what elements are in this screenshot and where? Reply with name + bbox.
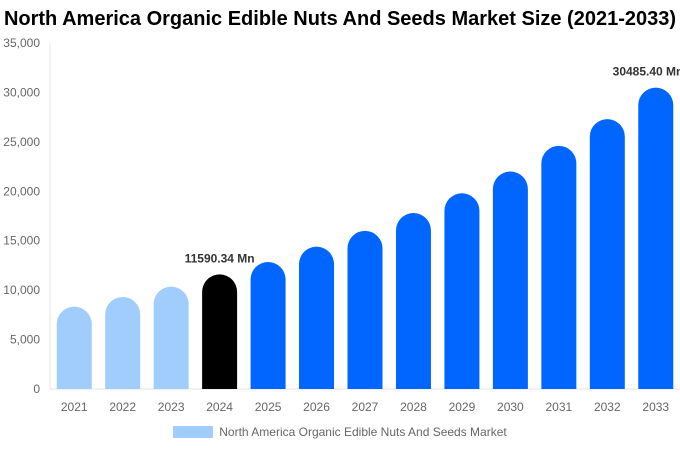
x-tick-label: 2022	[109, 400, 136, 414]
bar-2028	[395, 213, 431, 389]
chart-title: North America Organic Edible Nuts And Se…	[3, 8, 677, 30]
y-tick-label: 35,000	[3, 36, 40, 50]
data-label: 30485.40 Mn	[613, 65, 680, 79]
x-tick-label: 2032	[594, 400, 621, 414]
bar-2025	[250, 261, 286, 389]
bar-2029	[444, 193, 480, 389]
legend: North America Organic Edible Nuts And Se…	[0, 425, 680, 439]
bar-2030	[492, 171, 528, 389]
bar-chart: 0 5,000 10,000 15,000 20,000 25,000 30,000 35,0…	[3, 36, 680, 414]
bar-2024	[202, 274, 238, 389]
y-tick-label: 15,000	[3, 234, 40, 248]
bar-2031	[541, 145, 577, 389]
bar-2021	[56, 306, 92, 389]
legend-label: North America Organic Edible Nuts And Se…	[219, 425, 507, 439]
x-tick-label: 2029	[449, 400, 476, 414]
x-tick-label: 2023	[158, 400, 185, 414]
data-label: 11590.34 Mn	[185, 251, 255, 265]
y-tick-label: 30,000	[3, 85, 40, 99]
y-tick-label: 10,000	[3, 283, 40, 297]
y-tick-label: 20,000	[3, 184, 40, 198]
x-tick-label: 2024	[206, 400, 233, 414]
bar-2023	[153, 286, 189, 389]
x-tick-label: 2025	[255, 400, 282, 414]
bar-2027	[347, 230, 383, 389]
bar-2032	[589, 119, 625, 390]
legend-swatch	[173, 426, 214, 438]
x-tick-label: 2028	[400, 400, 427, 414]
bar-2022	[105, 296, 141, 389]
bar-2033	[638, 87, 674, 390]
x-tick-label: 2027	[352, 400, 379, 414]
bar-2026	[299, 246, 335, 389]
x-tick-label: 2033	[642, 400, 669, 414]
x-tick-label: 2026	[303, 400, 330, 414]
x-tick-label: 2031	[545, 400, 572, 414]
x-tick-label: 2021	[61, 400, 88, 414]
x-tick-label: 2030	[497, 400, 524, 414]
y-tick-label: 5,000	[10, 333, 40, 347]
y-tick-label: 0	[33, 382, 40, 396]
y-tick-label: 25,000	[3, 135, 40, 149]
